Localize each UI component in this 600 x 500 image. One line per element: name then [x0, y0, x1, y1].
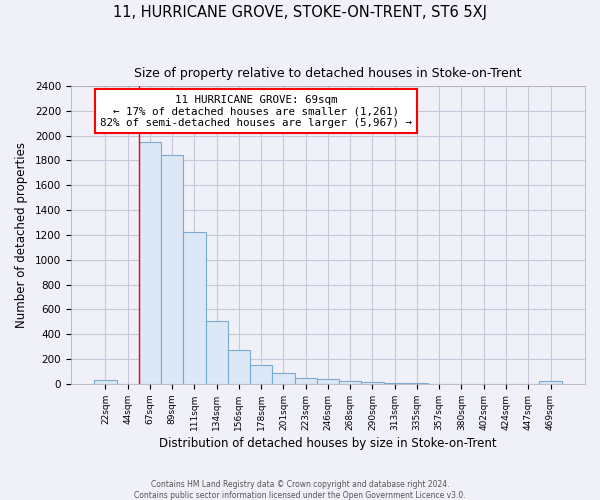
Y-axis label: Number of detached properties: Number of detached properties	[15, 142, 28, 328]
Text: Contains HM Land Registry data © Crown copyright and database right 2024.
Contai: Contains HM Land Registry data © Crown c…	[134, 480, 466, 500]
X-axis label: Distribution of detached houses by size in Stoke-on-Trent: Distribution of detached houses by size …	[159, 437, 497, 450]
Bar	[206, 320, 228, 384]
Title: Size of property relative to detached houses in Stoke-on-Trent: Size of property relative to detached ho…	[134, 68, 522, 80]
Bar	[139, 142, 161, 384]
Bar	[272, 374, 295, 384]
Bar	[317, 378, 339, 384]
Bar	[250, 364, 272, 384]
Bar	[361, 382, 383, 384]
Bar	[539, 382, 562, 384]
Bar	[161, 156, 184, 384]
Text: 11 HURRICANE GROVE: 69sqm
← 17% of detached houses are smaller (1,261)
82% of se: 11 HURRICANE GROVE: 69sqm ← 17% of detac…	[100, 95, 412, 128]
Bar	[339, 382, 361, 384]
Bar	[228, 350, 250, 384]
Bar	[184, 232, 206, 384]
Bar	[383, 382, 406, 384]
Bar	[295, 378, 317, 384]
Text: 11, HURRICANE GROVE, STOKE-ON-TRENT, ST6 5XJ: 11, HURRICANE GROVE, STOKE-ON-TRENT, ST6…	[113, 5, 487, 20]
Bar	[94, 380, 116, 384]
